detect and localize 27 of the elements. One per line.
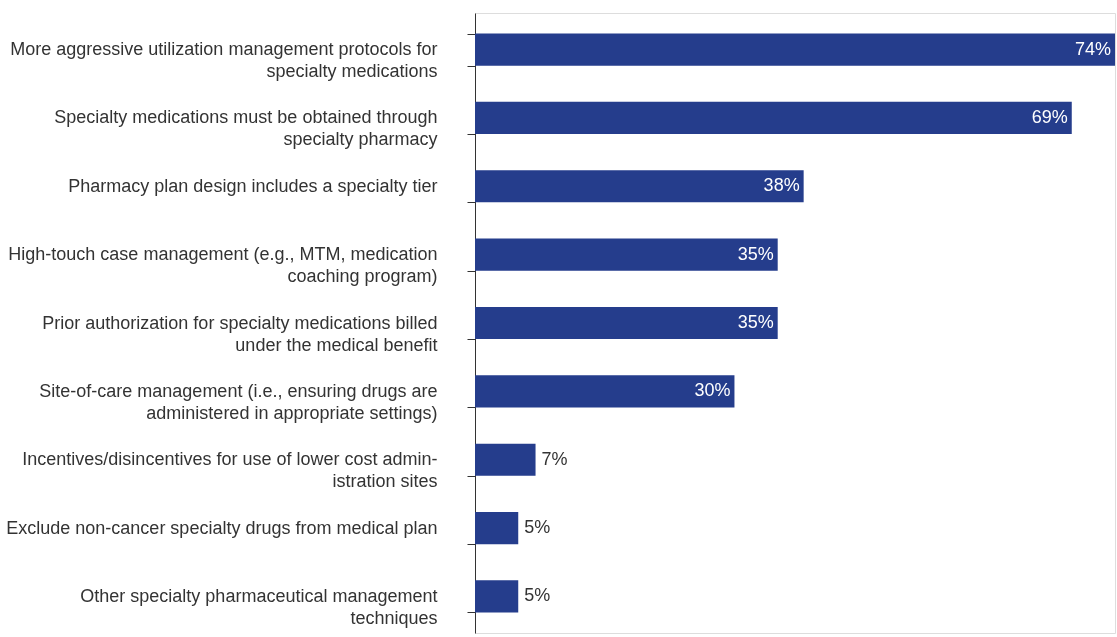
y-tick-label: More aggressive utilization management protocols for specialty medications — [10, 39, 438, 82]
y-tick-label: Incentives/disincentives for use of lower cost admin- istration sites — [22, 449, 438, 492]
y-tick-label: Other specialty pharmaceutical management techniques — [80, 585, 438, 628]
data-label: 35% — [737, 243, 774, 264]
data-label: 5% — [524, 585, 551, 606]
bar — [475, 33, 1115, 66]
data-label: 7% — [541, 448, 568, 469]
bar — [475, 306, 778, 340]
y-tick-label: Pharmacy plan design includes a specialty tier — [68, 175, 438, 196]
bar — [475, 170, 804, 203]
y-tick-label: Exclude non-cancer specialty drugs from medical plan — [6, 517, 438, 538]
y-tick-label: High-touch case management (e.g., MTM, medication coaching program) — [8, 244, 438, 287]
bar — [475, 375, 735, 408]
y-tick-label: Specialty medications must be obtained through specialty pharmacy — [54, 107, 438, 150]
bar — [475, 101, 1072, 134]
data-label: 74% — [1074, 38, 1111, 59]
bar — [475, 512, 519, 545]
data-label: 69% — [1031, 106, 1068, 127]
y-tick-label: Site-of-care management (i.e., ensuring drugs are administered in appropriate settings) — [39, 380, 438, 423]
data-label: 38% — [763, 175, 800, 196]
bar — [475, 238, 778, 271]
y-tick-label: Prior authorization for specialty medications billed under the medical benefit — [42, 312, 438, 355]
data-label: 30% — [694, 380, 731, 401]
bar — [475, 580, 519, 613]
bar — [475, 443, 536, 476]
data-label: 5% — [524, 517, 551, 538]
data-label: 35% — [737, 312, 774, 332]
